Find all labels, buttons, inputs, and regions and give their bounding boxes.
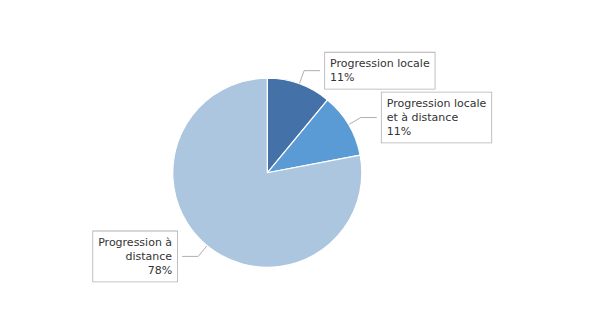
svg-text:Progression locale: Progression locale [387,97,487,110]
svg-text:11%: 11% [330,71,354,84]
svg-text:Progression à: Progression à [98,236,172,249]
svg-text:et à distance: et à distance [387,111,459,124]
svg-text:Progression locale: Progression locale [330,57,430,70]
svg-text:11%: 11% [387,125,411,138]
svg-text:distance: distance [125,250,172,263]
svg-text:78%: 78% [148,264,172,277]
